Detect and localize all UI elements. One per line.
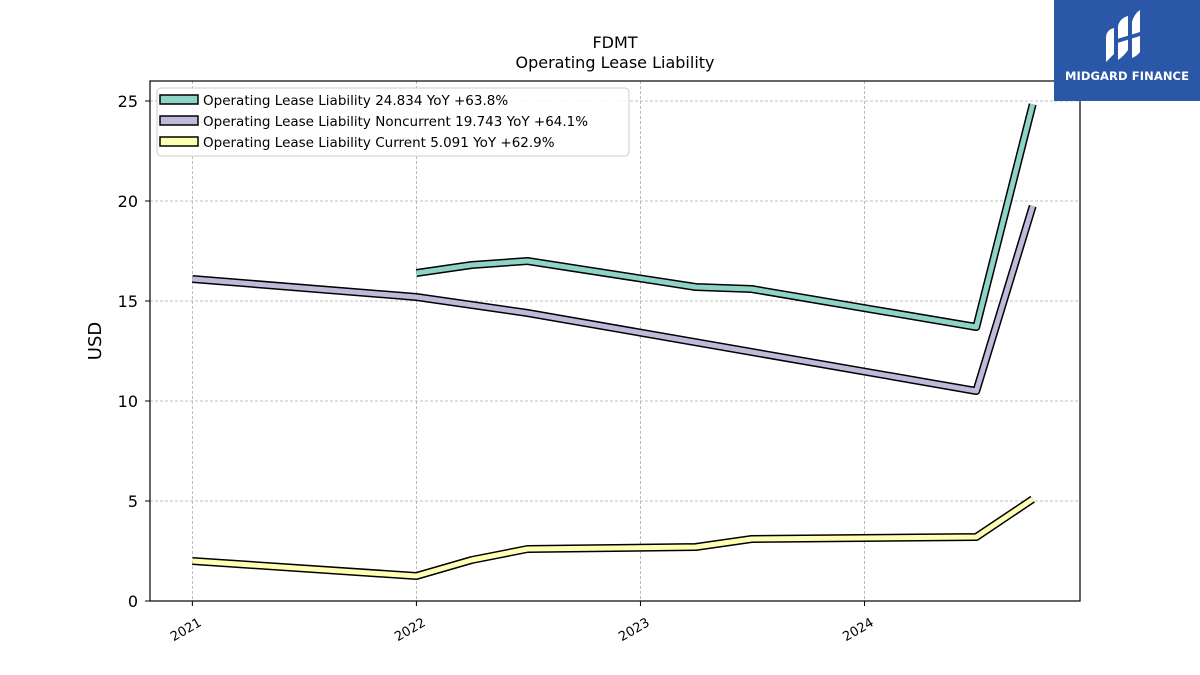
chart-title: FDMT xyxy=(592,33,637,52)
y-tick-label: 25 xyxy=(118,92,138,111)
series-core xyxy=(416,103,1036,330)
legend-swatch xyxy=(159,136,199,147)
x-tick-label: 2022 xyxy=(392,615,428,645)
plot-frame xyxy=(149,80,1081,602)
series-line-2 xyxy=(192,204,1037,395)
series-core xyxy=(192,497,1035,579)
legend-box xyxy=(156,87,630,157)
midgard-logo-mark-icon xyxy=(1106,10,1140,62)
y-tick-label: 5 xyxy=(128,492,138,511)
legend-label: Operating Lease Liability Noncurrent 19.… xyxy=(203,114,588,130)
legend-label: Operating Lease Liability Current 5.091 … xyxy=(203,135,555,151)
legend-swatch xyxy=(159,94,199,105)
series-outline xyxy=(192,204,1037,395)
y-tick-label: 15 xyxy=(118,292,138,311)
legend-swatch xyxy=(159,115,199,126)
x-tick-label: 2023 xyxy=(616,615,652,645)
y-tick-label: 0 xyxy=(128,592,138,611)
x-tick-label: 2021 xyxy=(168,615,204,645)
series-core xyxy=(192,205,1036,394)
chart-subtitle: Operating Lease Liability xyxy=(515,53,714,72)
midgard-finance-logo: MIDGARD FINANCE xyxy=(1054,0,1200,101)
series-line-3 xyxy=(192,495,1035,580)
y-axis-label: USD xyxy=(85,322,106,360)
series-line-1 xyxy=(415,103,1037,331)
y-tick-label: 10 xyxy=(118,392,138,411)
y-tick-label: 20 xyxy=(118,192,138,211)
legend-label: Operating Lease Liability 24.834 YoY +63… xyxy=(203,93,508,109)
logo-text: MIDGARD FINANCE xyxy=(1064,69,1190,83)
x-tick-label: 2024 xyxy=(840,615,876,645)
